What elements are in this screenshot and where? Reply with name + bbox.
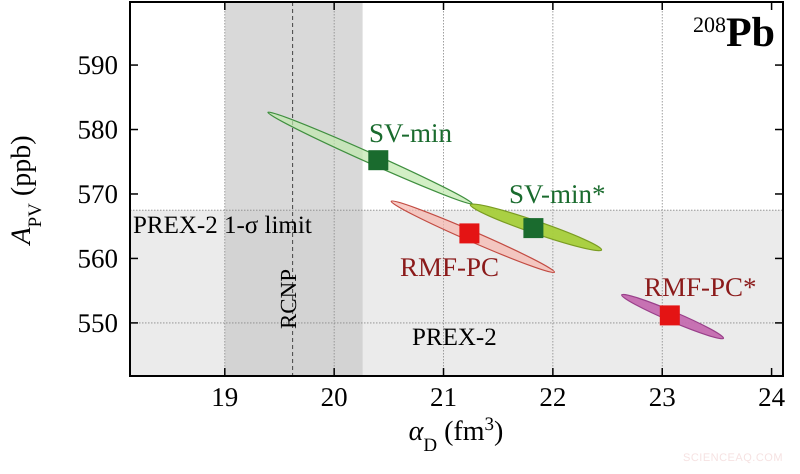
svg-text:20: 20: [321, 382, 348, 412]
svg-text:PREX-2: PREX-2: [412, 324, 497, 351]
svg-text:αD (fm3): αD (fm3): [409, 414, 504, 456]
svg-text:SV-min: SV-min: [369, 118, 453, 148]
svg-text:590: 590: [78, 50, 119, 80]
svg-text:RMF-PC: RMF-PC: [400, 252, 499, 282]
svg-text:580: 580: [78, 115, 119, 145]
svg-text:23: 23: [649, 382, 676, 412]
svg-text:SV-min*: SV-min*: [509, 179, 606, 209]
svg-text:APV (ppb): APV (ppb): [6, 135, 46, 246]
svg-text:560: 560: [78, 244, 119, 274]
svg-text:PREX-2 1-σ limit: PREX-2 1-σ limit: [133, 212, 312, 239]
svg-text:RCNP: RCNP: [276, 269, 301, 329]
svg-text:19: 19: [211, 382, 238, 412]
svg-text:550: 550: [78, 308, 119, 338]
svg-text:22: 22: [539, 382, 566, 412]
svg-text:RMF-PC*: RMF-PC*: [644, 272, 757, 302]
svg-text:24: 24: [758, 382, 786, 412]
svg-text:SCIENCEAQ.COM: SCIENCEAQ.COM: [683, 452, 783, 464]
svg-text:21: 21: [430, 382, 457, 412]
svg-text:570: 570: [78, 179, 119, 209]
